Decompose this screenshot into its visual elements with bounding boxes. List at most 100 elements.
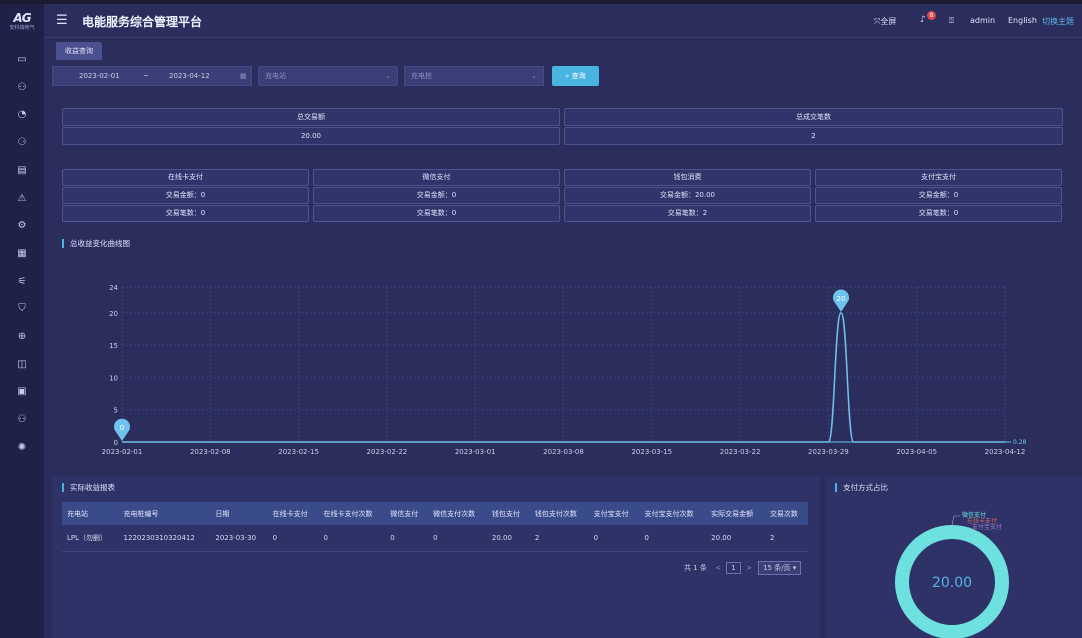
column-header: 在线卡支付 xyxy=(267,502,319,525)
payment-amount: 交易金额：0 xyxy=(815,187,1062,204)
table-cell: 1220230310320412 xyxy=(118,525,211,552)
x-tick-label: 2023-04-05 xyxy=(896,448,937,456)
column-header: 支付宝支付次数 xyxy=(639,502,707,525)
total-count-value: 2 xyxy=(564,127,1063,145)
column-header: 充电桩编号 xyxy=(118,502,211,525)
data-label: 20 xyxy=(837,295,846,303)
x-tick-label: 2023-03-08 xyxy=(543,448,584,456)
table-cell: 2023-03-30 xyxy=(210,525,268,552)
fullscreen-button[interactable]: ⤧全屏 xyxy=(874,16,896,27)
target-icon[interactable]: ⊕ xyxy=(17,331,27,342)
chart-title: 总收益变化曲线图 xyxy=(62,239,130,248)
table-cell: 0 xyxy=(318,525,386,552)
pile-placeholder: 充电桩 xyxy=(411,72,432,80)
settings-alt-icon[interactable]: ⚟ xyxy=(17,275,27,287)
end-date[interactable]: 2023-04-12 xyxy=(169,72,210,80)
y-tick-label: 20 xyxy=(109,310,118,318)
legend-item: 支付宝支付 xyxy=(972,523,1002,531)
fullscreen-icon: ⤧ xyxy=(874,17,881,26)
series-line xyxy=(121,312,1006,443)
total-count-label: 总成交笔数 xyxy=(564,108,1063,126)
bell-icon[interactable]: ♪ xyxy=(920,15,926,25)
y-tick-label: 24 xyxy=(109,284,118,292)
table-cell: 0 xyxy=(385,525,429,552)
column-header: 微信支付次数 xyxy=(428,502,487,525)
logo-text: 安科瑞电气 xyxy=(9,25,35,31)
theme-switch[interactable]: 切换主题 xyxy=(1042,17,1074,26)
x-tick-label: 2023-02-08 xyxy=(190,448,231,456)
pager-prev[interactable]: < xyxy=(715,564,722,572)
pager-page[interactable]: 1 xyxy=(726,562,741,574)
value-pin xyxy=(833,289,850,312)
query-label: 查询 xyxy=(571,72,586,80)
org-icon[interactable]: ⚇ xyxy=(17,81,27,93)
payment-count: 交易笔数：0 xyxy=(62,205,309,222)
report-panel: 实际收益报表 充电站 充电桩编号 日期 在线卡支付 在线卡支付次数 微信支付 微信支付次数钱… xyxy=(52,476,820,638)
table-cell: LPL（勿删） xyxy=(62,525,119,552)
logo: AG 安科瑞电气 xyxy=(4,12,40,36)
table-cell: 20.00 xyxy=(486,525,530,552)
table-cell: 0 xyxy=(428,525,487,552)
column-header: 支付宝支付 xyxy=(588,502,640,525)
data-label: 0 xyxy=(120,424,124,432)
value-pin xyxy=(114,418,130,441)
language-switch[interactable]: English xyxy=(1008,16,1037,25)
station-select[interactable]: 充电站 ⌄ xyxy=(258,66,398,86)
pie-icon[interactable]: ◔ xyxy=(17,109,27,121)
page-size-select[interactable]: 15 条/页 ▾ xyxy=(758,561,802,575)
date-range-picker[interactable]: 2023-02-01 ~ 2023-04-12 ▦ xyxy=(52,66,252,86)
legend-item: 在线卡支付 xyxy=(967,517,997,525)
menu-toggle-icon[interactable]: ☰ xyxy=(56,13,68,28)
pie-title: 支付方式占比 xyxy=(835,483,888,492)
device-icon[interactable]: ⚙ xyxy=(17,220,27,232)
payment-type-label: 支付宝支付 xyxy=(815,169,1062,186)
payment-count: 交易笔数：2 xyxy=(564,205,811,222)
chevron-down-icon: ⌄ xyxy=(385,72,391,80)
column-header: 实际交易金额 xyxy=(706,502,765,525)
date-separator: ~ xyxy=(143,72,149,80)
table-cell: 2 xyxy=(529,525,589,552)
table-cell: 2 xyxy=(764,525,808,552)
x-tick-label: 2023-03-15 xyxy=(631,448,672,456)
payment-count: 交易笔数：0 xyxy=(313,205,560,222)
y-tick-label: 15 xyxy=(109,342,118,350)
monitor-icon[interactable]: ▭ xyxy=(17,54,27,65)
gear-icon[interactable]: ✺ xyxy=(17,441,27,453)
warning-icon[interactable]: ⚠ xyxy=(17,192,27,204)
table-cell: 20.00 xyxy=(706,525,765,552)
pile-select[interactable]: 充电桩 ⌄ xyxy=(404,66,544,86)
revenue-line-chart: 2023-02-01 2023-02-08 2023-02-15 2023-02-22… xyxy=(102,284,1027,456)
column-header: 日期 xyxy=(210,502,268,525)
report-title: 实际收益报表 xyxy=(62,483,115,492)
x-tick-label: 2023-04-12 xyxy=(985,448,1026,456)
chevron-down-icon: ⌄ xyxy=(531,72,537,80)
payment-amount: 交易金额：0 xyxy=(62,187,309,204)
document-icon[interactable]: ▤ xyxy=(17,164,27,176)
y-tick-label: 5 xyxy=(114,407,118,415)
query-button[interactable]: ⌕ 查询 xyxy=(552,66,599,86)
group-icon[interactable]: ⚆ xyxy=(17,137,27,149)
table-cell: 0 xyxy=(639,525,707,552)
user-tree-icon[interactable]: ⚇ xyxy=(17,414,27,426)
table-cell: 0 xyxy=(267,525,319,552)
app-title: 电能服务综合管理平台 xyxy=(82,15,203,29)
table-row: LPL（勿删） 1220230310320412 2023-03-30 0 0 0 0 20.… xyxy=(62,525,808,552)
table-cell: 0 xyxy=(588,525,640,552)
shield-icon[interactable]: ⛉ xyxy=(18,303,26,315)
top-strip xyxy=(0,0,1082,4)
pager-next[interactable]: > xyxy=(745,564,752,572)
x-tick-label: 2023-02-01 xyxy=(102,448,143,456)
x-tick-label: 2023-02-15 xyxy=(278,448,319,456)
total-amount-label: 总交易额 xyxy=(62,108,560,126)
report-icon[interactable]: ◫ xyxy=(17,358,27,370)
column-header: 充电站 xyxy=(62,502,119,525)
y-tick-label: 10 xyxy=(109,374,118,382)
column-header: 钱包支付次数 xyxy=(529,502,589,525)
user-menu[interactable]: admin xyxy=(970,16,996,25)
calendar-icon[interactable]: ▦ xyxy=(17,247,27,259)
help-icon[interactable]: ⍰ xyxy=(949,16,954,25)
tab-revenue-query[interactable]: 收益查询 xyxy=(56,42,102,60)
start-date[interactable]: 2023-02-01 xyxy=(79,72,120,80)
storage-icon[interactable]: ▣ xyxy=(17,386,27,398)
